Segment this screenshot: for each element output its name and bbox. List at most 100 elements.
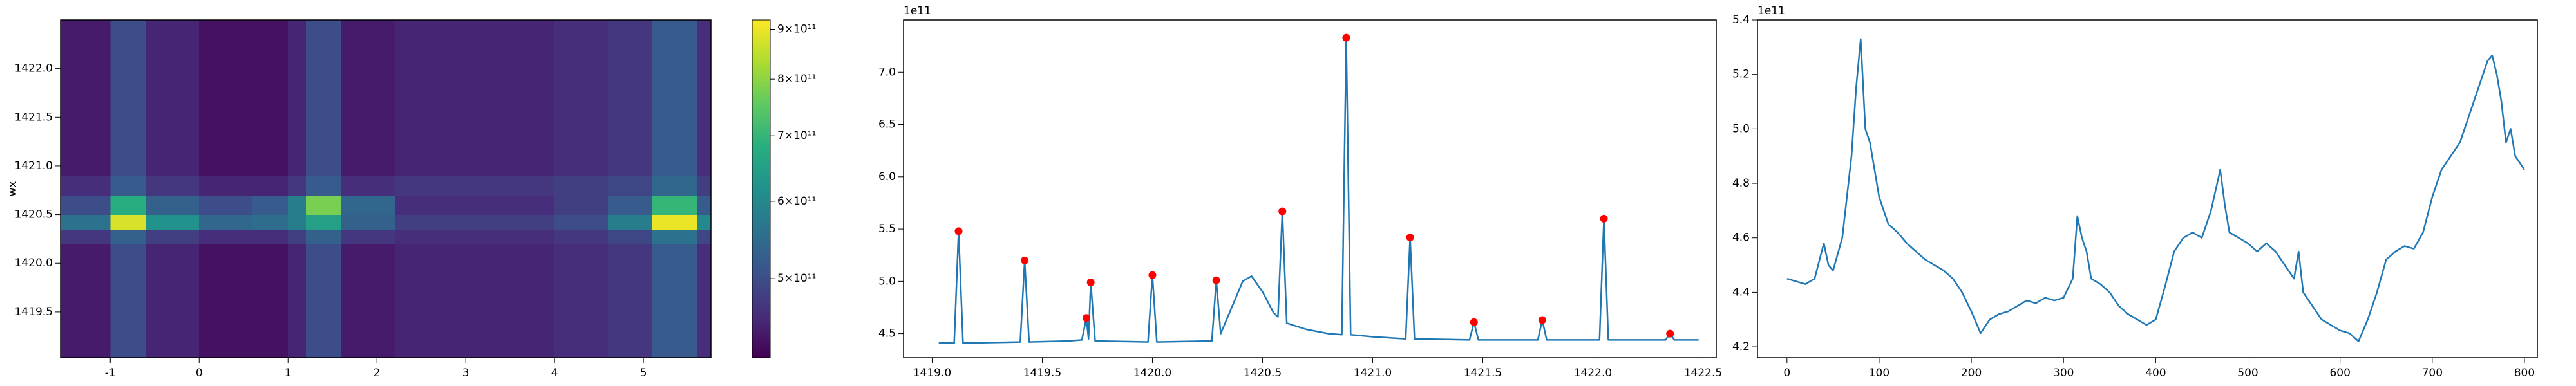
heatmap-cell <box>448 273 502 313</box>
heatmap-cell <box>696 243 712 273</box>
offset-label: 1e11 <box>1757 5 1785 17</box>
peak-marker <box>1021 256 1029 264</box>
heatmap-cell <box>341 229 395 244</box>
heatmap-cell <box>341 195 395 216</box>
heatmap-cell <box>199 107 253 147</box>
y-tick-label: 1422.0 <box>15 62 53 75</box>
x-tick-label: 200 <box>1961 367 1982 380</box>
heatmap-cell <box>61 229 111 244</box>
heatmap-cell <box>252 176 289 196</box>
heatmap-cell <box>110 68 146 108</box>
heatmap-cell <box>252 107 289 147</box>
heatmap-cell <box>252 311 289 358</box>
heatmap-cell <box>110 273 146 313</box>
y-tick-label: 1420.0 <box>15 257 53 270</box>
heatmap-cell <box>252 243 289 273</box>
heatmap-cell <box>146 229 200 244</box>
heatmap-cell <box>110 214 146 230</box>
heatmap-cell <box>696 195 712 216</box>
heatmap-cell <box>288 195 307 216</box>
heatmap-cell <box>61 176 111 196</box>
heatmap-cell <box>252 20 289 69</box>
x-tick-label: 600 <box>2329 367 2350 380</box>
heatmap-cell <box>652 107 697 147</box>
axes-frame <box>903 19 1717 358</box>
colorbar-tick-label: 7×10¹¹ <box>777 129 816 142</box>
x-tick-label: 1 <box>285 367 292 380</box>
heatmap-cell <box>607 311 653 358</box>
heatmap-cell <box>394 146 449 176</box>
heatmap-cell <box>110 229 146 244</box>
heatmap-cell <box>394 229 449 244</box>
colorbar-tick-label: 5×10¹¹ <box>777 272 816 285</box>
heatmap-cell <box>554 68 609 108</box>
heatmap-cell <box>696 311 712 358</box>
heatmap-cell <box>501 195 555 216</box>
heatmap-cell <box>607 229 653 244</box>
heatmap-cell <box>652 311 697 358</box>
heatmap-cell <box>501 311 555 358</box>
heatmap-cell <box>448 195 502 216</box>
heatmap-cell <box>305 146 342 176</box>
heatmap-cell <box>288 176 307 196</box>
heatmap-cell <box>394 107 449 147</box>
heatmap-cell <box>341 176 395 196</box>
heatmap-cell <box>305 20 342 69</box>
heatmap-cell <box>696 107 712 147</box>
heatmap-cell <box>554 195 609 216</box>
heatmap-cell <box>652 229 697 244</box>
heatmap-cell <box>341 20 395 69</box>
heatmap-cell <box>110 146 146 176</box>
x-tick-label: 1421.0 <box>1354 367 1392 380</box>
heatmap-cell <box>61 195 111 216</box>
heatmap-cell <box>305 107 342 147</box>
peak-marker <box>1342 33 1350 42</box>
heatmap-cell <box>607 273 653 313</box>
heatmap-cell <box>199 20 253 69</box>
x-tick-label: 1419.5 <box>1023 367 1061 380</box>
peak-marker <box>1148 271 1157 279</box>
heatmap-cell <box>110 195 146 216</box>
heatmap-cell <box>110 20 146 69</box>
heatmap-cell <box>305 229 342 244</box>
heatmap-cell <box>199 311 253 358</box>
heatmap-cell <box>146 176 200 196</box>
y-tick-label: 1419.5 <box>15 306 53 318</box>
y-tick-label: 4.2 <box>1732 340 1750 353</box>
peak-marker <box>1212 276 1220 284</box>
heatmap-cell <box>501 68 555 108</box>
heatmap-cell <box>607 195 653 216</box>
heatmap-cell <box>146 195 200 216</box>
heatmap-cell <box>61 214 111 230</box>
heatmap-cell <box>61 146 111 176</box>
heatmap-cell <box>448 243 502 273</box>
y-tick-label: 5.0 <box>1732 122 1750 135</box>
x-tick-label: 800 <box>2514 367 2535 380</box>
heatmap-cell <box>394 68 449 108</box>
heatmap-cell <box>110 107 146 147</box>
heatmap-cell <box>696 229 712 244</box>
heatmap-cell <box>696 176 712 196</box>
heatmap-cell <box>110 243 146 273</box>
heatmap-cell <box>501 107 555 147</box>
x-tick-label: 1420.0 <box>1133 367 1171 380</box>
heatmap-cell <box>448 176 502 196</box>
x-tick-label: 1422.5 <box>1684 367 1722 380</box>
heatmap-cell <box>341 107 395 147</box>
heatmap-cell <box>288 229 307 244</box>
heatmap-cell <box>448 20 502 69</box>
peak-marker <box>1600 214 1608 223</box>
data-line <box>1786 38 2525 342</box>
y-tick-label: 5.4 <box>1732 14 1750 26</box>
heatmap-cell <box>554 107 609 147</box>
heatmap-cell <box>288 273 307 313</box>
heatmap-cell <box>448 68 502 108</box>
colorbar <box>752 19 771 358</box>
heatmap-cell <box>448 214 502 230</box>
panel: wx 5×10¹¹ 6×10¹¹ 7×10¹¹ 8×10¹¹ 9×10¹¹ -1 0 1 2 3 4 5… <box>6 19 816 380</box>
heatmap-cell <box>146 214 200 230</box>
heatmap-cell <box>394 311 449 358</box>
heatmap-cell <box>394 20 449 69</box>
x-tick-label: 2 <box>374 367 381 380</box>
